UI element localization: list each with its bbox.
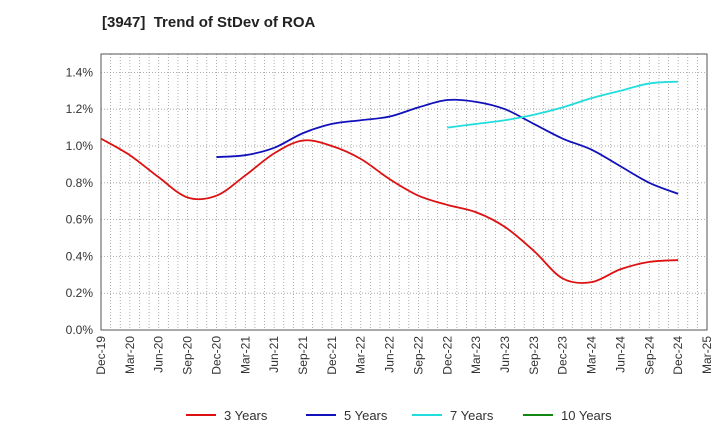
legend-label-3-years: 3 Years — [224, 408, 268, 423]
chart-title: [3947] Trend of StDev of ROA — [102, 14, 316, 31]
x-tick-label: Jun-23 — [498, 336, 512, 373]
x-tick-label: Dec-22 — [440, 336, 454, 375]
x-tick-label: Dec-23 — [556, 336, 570, 375]
x-tick-label: Mar-20 — [123, 336, 137, 374]
y-tick-label: 0.2% — [66, 286, 94, 300]
x-tick-label: Dec-24 — [671, 336, 685, 375]
x-tick-label: Sep-24 — [642, 336, 656, 375]
y-tick-label: 1.2% — [66, 102, 94, 116]
x-tick-label: Mar-24 — [585, 336, 599, 374]
x-tick-label: Mar-25 — [700, 336, 714, 374]
x-tick-label: Dec-21 — [325, 336, 339, 375]
y-tick-label: 0.4% — [66, 249, 94, 263]
x-tick-label: Sep-20 — [181, 336, 195, 375]
y-tick-label: 0.8% — [66, 176, 94, 190]
x-tick-label: Jun-21 — [267, 336, 281, 373]
x-tick-label: Sep-22 — [411, 336, 425, 375]
x-tick-label: Dec-20 — [209, 336, 223, 375]
series-line-5-years — [216, 98, 679, 195]
legend-label-7-years: 7 Years — [450, 408, 494, 423]
y-tick-label: 1.4% — [66, 65, 94, 79]
series-line-7-years — [447, 80, 679, 129]
y-tick-label: 1.0% — [66, 139, 94, 153]
legend-label-10-years: 10 Years — [561, 408, 612, 423]
series-line-3-years — [100, 137, 679, 284]
plot-area — [101, 54, 707, 330]
x-tick-label: Mar-22 — [354, 336, 368, 374]
x-tick-label: Jun-20 — [152, 336, 166, 373]
plot-frame — [100, 53, 708, 331]
y-tick-label: 0.6% — [66, 213, 94, 227]
y-tick-label: 0.0% — [66, 323, 94, 337]
x-tick-label: Mar-21 — [238, 336, 252, 374]
x-tick-label: Dec-19 — [94, 336, 108, 375]
x-tick-label: Mar-23 — [469, 336, 483, 374]
legend-label-5-years: 5 Years — [344, 408, 388, 423]
x-tick-label: Jun-22 — [383, 336, 397, 373]
x-tick-label: Sep-21 — [296, 336, 310, 375]
x-tick-label: Sep-23 — [527, 336, 541, 375]
x-tick-label: Jun-24 — [613, 336, 627, 373]
